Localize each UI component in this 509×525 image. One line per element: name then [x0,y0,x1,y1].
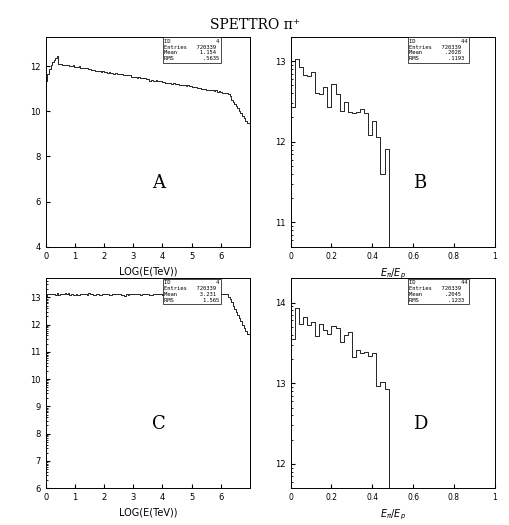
Text: ID              4
Entries   720339
Mean       1.154
RMS         .5635: ID 4 Entries 720339 Mean 1.154 RMS .5635 [164,39,219,61]
Text: SPETTRO π⁺: SPETTRO π⁺ [210,18,299,33]
Text: ID              44
Entries   720339
Mean       .2028
RMS         .1193: ID 44 Entries 720339 Mean .2028 RMS .119… [408,39,467,61]
X-axis label: LOG(E(TeV)): LOG(E(TeV)) [119,266,177,276]
Text: ID              4
Entries   720339
Mean       3.231
RMS         1.565: ID 4 Entries 720339 Mean 3.231 RMS 1.565 [164,280,219,303]
Text: B: B [412,174,426,192]
X-axis label: $E_{\pi}/E_{p}$: $E_{\pi}/E_{p}$ [379,266,405,280]
Text: A: A [152,174,164,192]
Text: ID              44
Entries   720339
Mean       .2045
RMS         .1233: ID 44 Entries 720339 Mean .2045 RMS .123… [408,280,467,303]
X-axis label: $E_{\pi}/E_{p}$: $E_{\pi}/E_{p}$ [379,508,405,522]
Text: C: C [152,415,165,434]
Text: D: D [412,415,427,434]
X-axis label: LOG(E(TeV)): LOG(E(TeV)) [119,508,177,518]
